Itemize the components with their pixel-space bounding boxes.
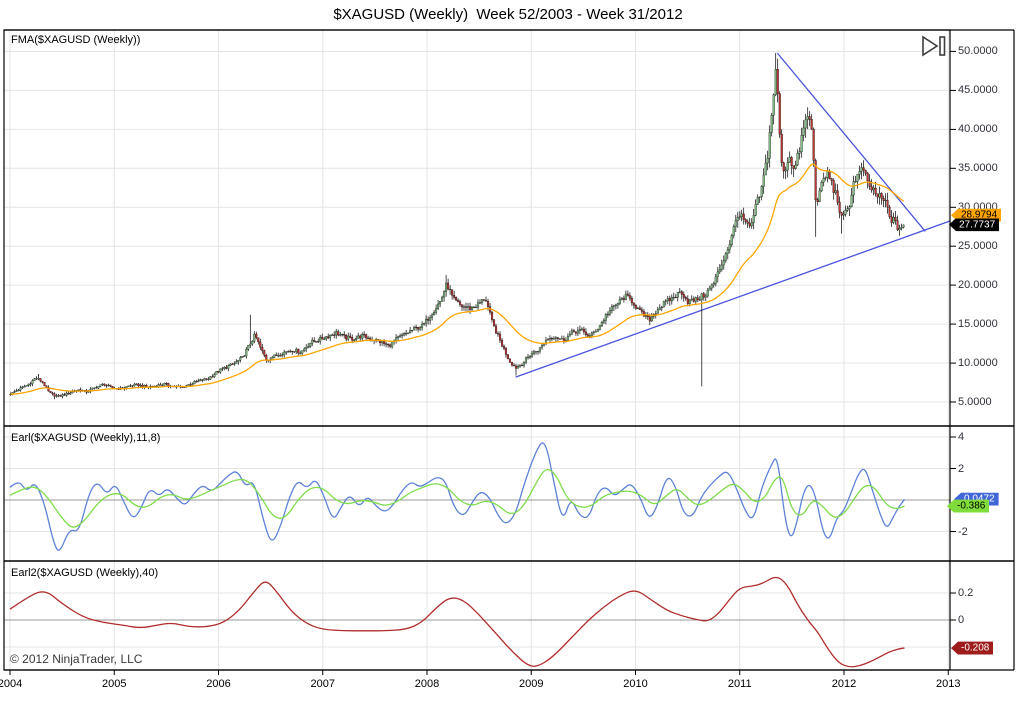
x-axis-label: 2013 xyxy=(936,678,961,690)
x-axis-label: 2008 xyxy=(414,678,440,690)
y-axis-label: 35.0000 xyxy=(958,162,998,175)
y-axis-label: 5.0000 xyxy=(958,396,992,408)
trendline-ascending[interactable] xyxy=(515,220,951,378)
candlestick-series xyxy=(9,53,905,400)
x-axis-label: 2005 xyxy=(102,678,127,690)
x-axis-label: 2012 xyxy=(831,678,857,690)
fma-line[interactable] xyxy=(10,163,904,395)
page-title: $XAGUSD (Weekly) Week 52/2003 - Week 31/… xyxy=(333,6,683,23)
y-axis-label: 20.0000 xyxy=(958,279,998,292)
x-axis-label: 2007 xyxy=(310,678,335,690)
y-axis-label: 50.0000 xyxy=(958,45,998,58)
y-axis-label: 10.0000 xyxy=(958,357,998,370)
earl2-value-tag: -0.208 xyxy=(951,641,994,655)
y-axis-label: 0 xyxy=(958,614,965,626)
y-axis-label: 25.0000 xyxy=(958,240,998,253)
x-axis-label: 2009 xyxy=(519,678,544,690)
ninjatrader-watermark: © 2012 NinjaTrader, LLC xyxy=(10,652,143,666)
go-to-last-bar-icon[interactable] xyxy=(920,34,950,60)
y-axis-label: 4 xyxy=(958,431,965,443)
panel-label-earl2: Earl2($XAGUSD (Weekly),40) xyxy=(11,567,159,579)
panel-label-fma: FMA($XAGUSD (Weekly)) xyxy=(11,34,141,46)
x-axis-label: 2010 xyxy=(623,678,648,690)
earl-slow-tag: -0.386 xyxy=(947,499,990,513)
y-axis-label: 2 xyxy=(958,462,965,475)
y-axis-label: 15.0000 xyxy=(958,318,998,331)
x-axis-label: 2011 xyxy=(727,678,752,690)
y-axis-label: 40.0000 xyxy=(958,123,998,136)
panel-label-earl: Earl($XAGUSD (Weekly),11,8) xyxy=(11,432,161,444)
x-axis-label: 2006 xyxy=(206,678,231,690)
y-axis-label: -2 xyxy=(958,525,968,538)
y-axis-label: 0.2 xyxy=(958,587,974,599)
x-axis-label: 2004 xyxy=(0,678,23,690)
earl-fast-line[interactable] xyxy=(9,442,906,551)
y-axis-label: 45.0000 xyxy=(958,84,998,97)
trendline-descending[interactable] xyxy=(776,52,926,232)
last-price-tag: 27.7737 xyxy=(949,218,1000,232)
earl-slow-line[interactable] xyxy=(9,469,905,528)
earl2-line[interactable] xyxy=(9,576,905,668)
